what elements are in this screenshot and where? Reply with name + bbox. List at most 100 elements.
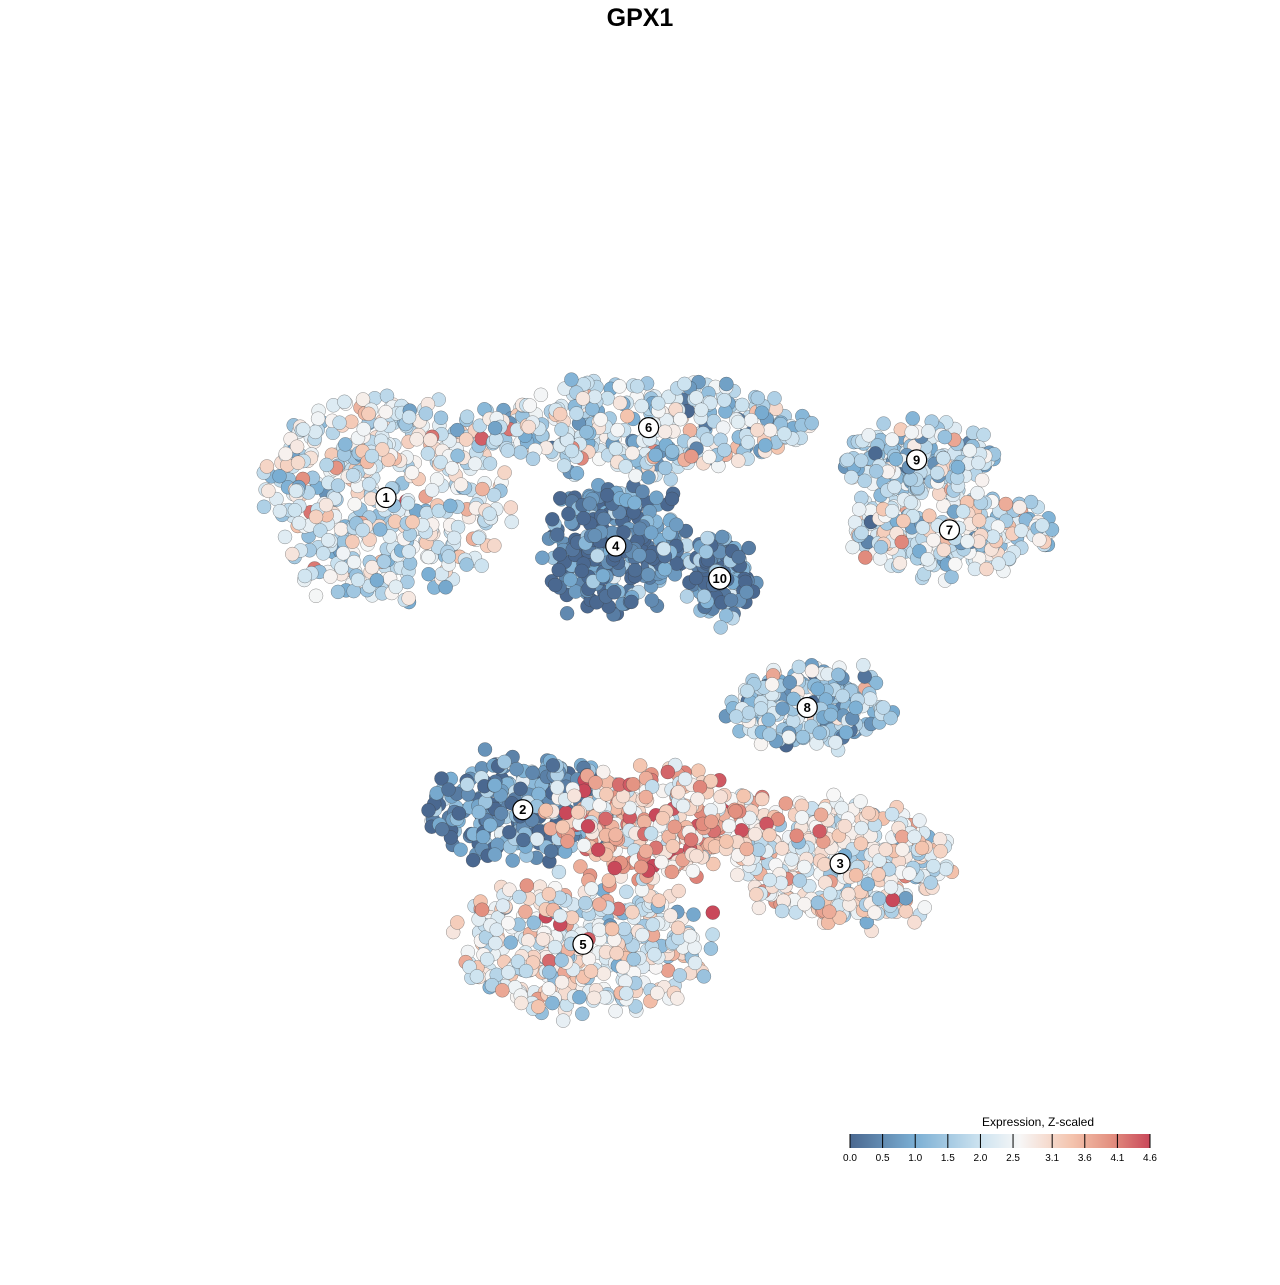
- scatter-point: [453, 842, 468, 857]
- scatter-point: [970, 485, 985, 501]
- scatter-point: [627, 495, 642, 510]
- scatter-point: [453, 477, 469, 492]
- scatter-point: [848, 868, 864, 883]
- color-legend: Expression, Z-scaled 0.0 0.5 1.0 1.5 2.0 2.5 3…: [843, 1115, 1157, 1164]
- scatter-point: [421, 803, 436, 818]
- scatter-point: [474, 902, 490, 917]
- legend-tick-label: 0.5: [876, 1153, 890, 1164]
- scatter-point: [704, 814, 719, 829]
- scatter-point: [764, 677, 780, 692]
- scatter-point: [840, 452, 855, 468]
- scatter-point: [664, 864, 679, 880]
- scatter-point: [853, 794, 868, 809]
- scatter-point: [673, 412, 688, 427]
- scatter-point: [795, 729, 811, 745]
- scatter-point: [677, 376, 692, 392]
- cluster-label-badge: [375, 486, 397, 509]
- scatter-point: [516, 832, 531, 848]
- scatter-point: [923, 875, 938, 890]
- scatter-point: [518, 963, 534, 979]
- scatter-point: [333, 522, 349, 537]
- scatter-point: [706, 856, 721, 872]
- scatter-point: [535, 932, 551, 947]
- scatter-point: [450, 915, 465, 930]
- scatter-point: [841, 886, 856, 902]
- scatter-point: [936, 451, 951, 466]
- scatter-point: [501, 965, 516, 980]
- scatter-point: [667, 819, 682, 834]
- scatter-point: [974, 472, 990, 488]
- scatter-point: [618, 459, 633, 474]
- scatter-point: [504, 514, 519, 530]
- scatter-point: [364, 448, 380, 464]
- scatter-point: [626, 952, 641, 967]
- scatter-point: [894, 534, 909, 550]
- scatter-point: [750, 390, 765, 406]
- scatter-point: [600, 488, 615, 503]
- scatter-point: [446, 530, 462, 546]
- scatter-point: [610, 422, 625, 438]
- scatter-point: [450, 422, 465, 438]
- legend-tick-label: 3.6: [1078, 1153, 1092, 1164]
- scatter-point: [625, 445, 640, 461]
- scatter-point: [873, 540, 889, 555]
- legend-tick-label: 4.1: [1110, 1153, 1124, 1164]
- scatter-point: [497, 754, 512, 770]
- scatter-point: [615, 960, 630, 975]
- cluster-label-10: 10: [708, 566, 732, 590]
- scatter-point: [1014, 523, 1029, 538]
- cluster-label-text: 5: [579, 937, 586, 952]
- scatter-point: [713, 620, 728, 635]
- scatter-point: [553, 406, 568, 422]
- scatter-point: [599, 787, 614, 802]
- scatter-point: [665, 839, 680, 854]
- scatter-point: [542, 965, 557, 980]
- scatter-point: [574, 563, 589, 579]
- scatter-point: [567, 788, 582, 803]
- scatter-point: [510, 954, 526, 969]
- scatter-point: [754, 405, 769, 420]
- scatter-point: [876, 416, 891, 431]
- scatter-point: [495, 898, 511, 913]
- scatter-point: [926, 532, 941, 548]
- scatter-point: [1035, 518, 1050, 533]
- scatter-point: [663, 908, 678, 923]
- scatter-point: [635, 927, 650, 943]
- cluster-label-text: 9: [913, 452, 920, 467]
- scatter-point: [502, 882, 517, 897]
- scatter-point: [287, 503, 303, 518]
- scatter-point: [976, 427, 991, 442]
- scatter-point: [860, 877, 875, 892]
- scatter-point: [488, 935, 503, 951]
- scatter-point: [762, 422, 778, 438]
- scatter-point: [671, 883, 686, 899]
- scatter-point: [665, 444, 680, 459]
- scatter-point: [525, 451, 541, 466]
- scatter-point: [405, 514, 420, 530]
- scatter-point: [721, 818, 737, 834]
- scatter-point: [810, 681, 825, 696]
- scatter-point: [700, 432, 715, 447]
- scatter-point: [554, 953, 569, 968]
- scatter-point: [655, 811, 670, 826]
- scatter-point: [418, 406, 434, 421]
- scatter-point: [740, 683, 755, 699]
- scatter-point: [531, 999, 546, 1014]
- scatter-point: [487, 538, 502, 553]
- legend-tick-label: 2.5: [1006, 1153, 1020, 1164]
- scatter-point: [541, 887, 557, 902]
- scatter-point: [650, 985, 665, 1001]
- scatter-point: [895, 829, 910, 845]
- scatter-point: [550, 780, 565, 795]
- scatter-point: [288, 483, 304, 499]
- scatter-point: [423, 432, 438, 447]
- scatter-point: [319, 457, 334, 473]
- scatter-point: [861, 805, 876, 821]
- scatter-point: [592, 922, 607, 938]
- scatter-point: [375, 442, 390, 457]
- scatter-point: [364, 560, 380, 575]
- scatter-point: [644, 525, 659, 540]
- scatter-point: [609, 946, 624, 961]
- cluster-label-8: 8: [796, 696, 818, 719]
